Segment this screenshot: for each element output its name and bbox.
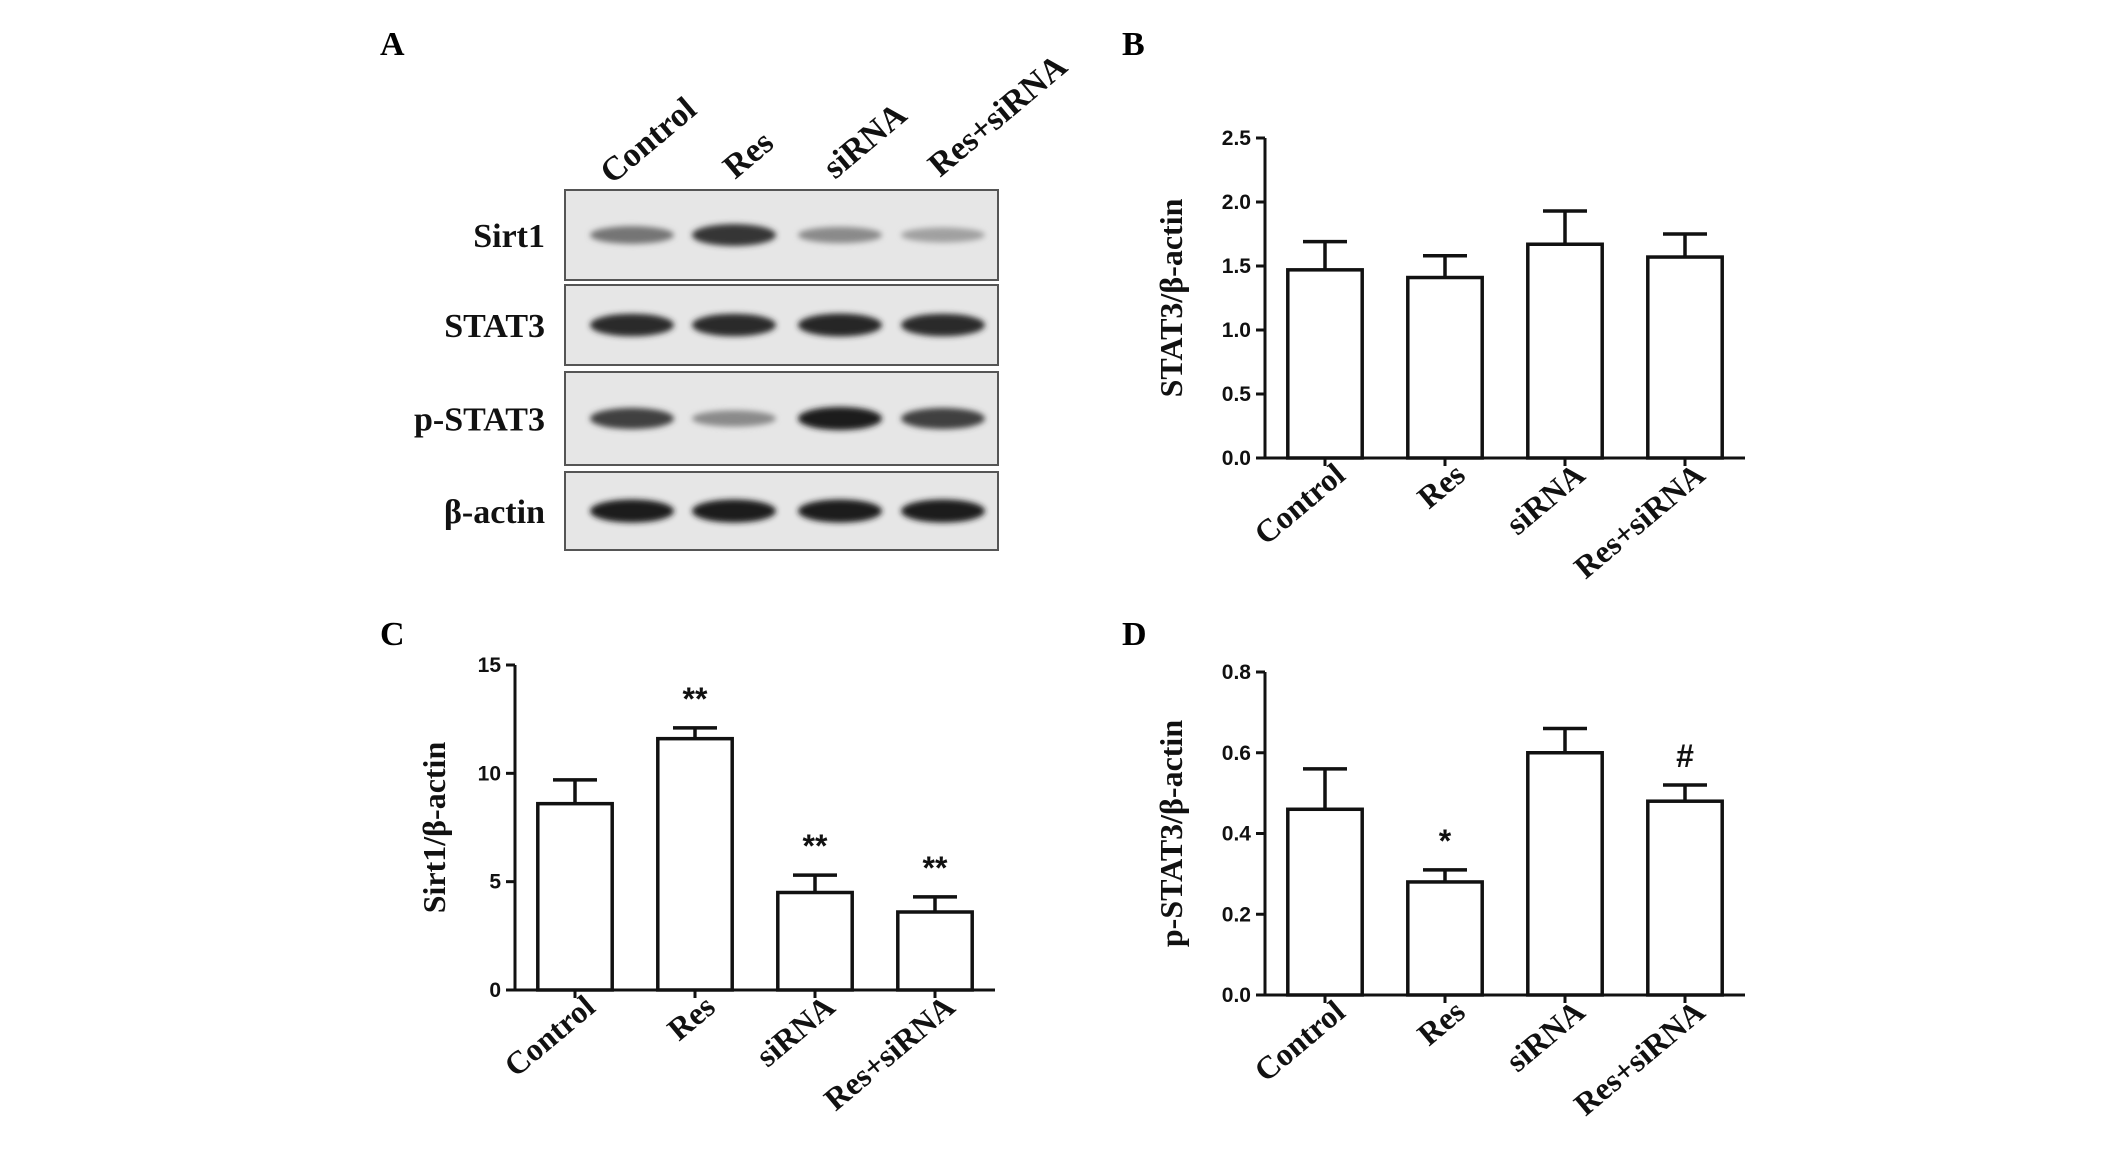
wb-band xyxy=(590,499,674,523)
western-blot-rows: Sirt1 STAT3 p-STAT3 β-actin xyxy=(414,189,999,551)
category-label: siRNA xyxy=(1499,993,1592,1079)
wb-band xyxy=(692,224,776,246)
wb-row-label: β-actin xyxy=(444,494,545,531)
y-tick-label: 0.0 xyxy=(1222,984,1251,1007)
category-label: Res+siRNA xyxy=(1567,993,1712,1123)
wb-band xyxy=(798,313,882,337)
wb-band xyxy=(798,406,882,431)
bar-res-sirna xyxy=(1646,255,1724,460)
y-tick-label: 10 xyxy=(478,762,501,785)
y-tick-label: 0.5 xyxy=(1222,383,1252,406)
y-tick-label: 0.2 xyxy=(1222,903,1251,926)
wb-band xyxy=(692,410,776,427)
wb-band xyxy=(901,313,985,337)
wb-band xyxy=(901,227,985,243)
category-label: siRNA xyxy=(1499,456,1592,542)
wb-lane-label-3: Res+siRNA xyxy=(921,47,1074,184)
wb-row-label: p-STAT3 xyxy=(414,402,545,439)
wb-lane-label-2: siRNA xyxy=(816,96,914,187)
category-label: Res xyxy=(660,988,721,1048)
wb-row-label: STAT3 xyxy=(444,308,545,345)
chart-b-stat3: 0.0 0.5 1.0 1.5 2.0 2.5 STAT3/β-actin Control Re… xyxy=(1153,127,1745,585)
category-label: Res xyxy=(1410,456,1471,516)
bar-sirna xyxy=(776,890,854,992)
chart-c-sirt1: 0 5 10 15 Sirt1/β-actin Control ** Res ** siRNA **… xyxy=(416,654,995,1117)
wb-row-2: p-STAT3 xyxy=(414,371,999,466)
bar-sirna xyxy=(1526,242,1604,460)
bar-control xyxy=(1286,268,1364,460)
chart-d-p-stat3: 0.0 0.2 0.4 0.6 0.8 p-STAT3/β-actin Control * Re… xyxy=(1153,661,1745,1122)
category-label: Control xyxy=(1247,456,1351,552)
wb-band xyxy=(901,499,985,523)
y-axis-label: STAT3/β-actin xyxy=(1153,198,1189,397)
wb-row-label: Sirt1 xyxy=(473,218,545,255)
western-blot-lane-labels: Control Res siRNA Res+siRNA xyxy=(593,47,1074,191)
bar-control xyxy=(536,801,614,992)
significance-label: * xyxy=(1439,823,1452,859)
significance-label: ** xyxy=(683,681,708,717)
bar-sirna xyxy=(1526,751,1604,997)
panel-letter-c: C xyxy=(380,616,405,653)
wb-lane-label-0: Control xyxy=(593,90,703,191)
wb-row-0: Sirt1 xyxy=(473,189,999,281)
significance-label: ** xyxy=(923,850,948,886)
bar-res xyxy=(1406,275,1484,460)
category-label: Res+siRNA xyxy=(817,988,962,1118)
wb-band xyxy=(590,313,674,337)
wb-band xyxy=(901,407,985,430)
wb-band xyxy=(692,499,776,523)
wb-band xyxy=(798,226,882,244)
y-tick-label: 0.0 xyxy=(1222,447,1251,470)
significance-label: # xyxy=(1676,738,1694,774)
wb-row-1: STAT3 xyxy=(444,284,999,366)
y-axis-label: p-STAT3/β-actin xyxy=(1153,720,1189,947)
wb-lane-label-1: Res xyxy=(716,124,780,186)
panel-letter-b: B xyxy=(1122,26,1145,63)
category-label: Control xyxy=(1247,993,1351,1089)
y-tick-label: 1.5 xyxy=(1222,255,1252,278)
y-tick-label: 0 xyxy=(489,979,501,1002)
category-label: Res+siRNA xyxy=(1567,456,1712,586)
western-blot: Control Res siRNA Res+siRNA Sirt1 STAT3 p-STA… xyxy=(414,47,1075,551)
category-label: Control xyxy=(497,988,601,1084)
wb-band xyxy=(798,499,882,523)
wb-band xyxy=(692,313,776,337)
y-tick-label: 2.5 xyxy=(1222,127,1252,150)
y-tick-label: 0.8 xyxy=(1222,661,1252,684)
panel-letter-a: A xyxy=(380,26,405,63)
bar-res xyxy=(1406,880,1484,997)
y-tick-label: 2.0 xyxy=(1222,191,1251,214)
wb-row-3: β-actin xyxy=(444,471,999,551)
bar-res-sirna xyxy=(896,910,974,992)
y-tick-label: 5 xyxy=(489,871,501,894)
y-tick-label: 0.6 xyxy=(1222,742,1251,765)
significance-label: ** xyxy=(803,828,828,864)
bar-res xyxy=(656,736,734,992)
y-tick-label: 0.4 xyxy=(1222,823,1252,846)
wb-band xyxy=(590,226,674,244)
panel-letter-d: D xyxy=(1122,616,1147,653)
y-tick-label: 15 xyxy=(478,654,502,677)
bar-res-sirna xyxy=(1646,799,1724,997)
category-label: siRNA xyxy=(749,988,842,1074)
y-axis-label: Sirt1/β-actin xyxy=(416,742,452,914)
category-label: Res xyxy=(1410,993,1471,1053)
y-tick-label: 1.0 xyxy=(1222,319,1251,342)
wb-band xyxy=(590,407,674,430)
bar-control xyxy=(1286,807,1364,997)
